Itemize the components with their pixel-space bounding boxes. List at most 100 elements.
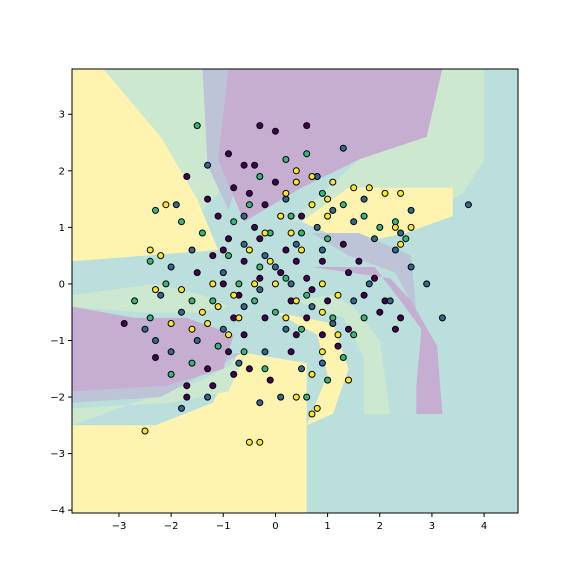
point-class-0 (230, 184, 238, 192)
point-class-0 (204, 365, 212, 373)
point-class-0 (204, 195, 212, 203)
region-class-3-10 (275, 312, 349, 426)
point-class-3 (235, 314, 243, 322)
point-class-0 (251, 161, 259, 169)
point-class-1 (397, 229, 405, 237)
point-class-3 (308, 410, 316, 418)
x-axis: −3 −2 −1 0 1 2 3 4 (112, 513, 487, 532)
point-class-3 (245, 246, 253, 254)
region-class-2-15 (72, 283, 229, 313)
y-tick-label: 0 (59, 279, 65, 290)
point-class-2 (188, 297, 196, 305)
point-class-2 (162, 280, 170, 288)
point-class-0 (308, 286, 316, 294)
point-class-1 (261, 348, 269, 356)
point-class-0 (240, 161, 248, 169)
point-class-0 (318, 257, 326, 265)
point-class-1 (277, 393, 285, 401)
point-class-3 (141, 427, 149, 435)
point-class-3 (308, 370, 316, 378)
x-tick-label: 1 (324, 521, 330, 532)
point-class-2 (225, 252, 232, 260)
point-class-3 (365, 184, 373, 192)
point-class-0 (256, 274, 264, 282)
point-class-0 (120, 320, 128, 327)
point-class-0 (261, 201, 269, 209)
region-class-0-8 (312, 267, 443, 414)
point-class-2 (282, 156, 290, 163)
y-tick-label: −4 (50, 506, 65, 517)
point-class-0 (214, 212, 222, 220)
point-class-1 (391, 246, 399, 254)
point-class-2 (303, 150, 311, 158)
point-class-1 (204, 161, 212, 169)
point-class-1 (386, 297, 394, 305)
y-axis: −4 −3 −2 −1 0 1 2 3 (50, 110, 72, 517)
point-class-1 (308, 303, 316, 311)
x-tick-label: 0 (272, 521, 278, 532)
y-tick-label: 2 (59, 166, 65, 177)
point-class-1 (271, 263, 279, 271)
point-class-2 (214, 342, 222, 350)
point-class-2 (167, 370, 175, 378)
y-tick-label: 3 (59, 110, 65, 121)
point-class-1 (167, 263, 175, 271)
point-class-3 (287, 229, 295, 237)
point-class-0 (271, 127, 279, 135)
point-class-3 (292, 167, 300, 175)
point-class-3 (308, 201, 316, 209)
point-class-0 (334, 342, 342, 350)
point-class-0 (298, 212, 305, 220)
point-class-0 (292, 257, 300, 265)
point-class-0 (391, 325, 399, 333)
point-class-3 (282, 189, 290, 197)
point-class-0 (225, 348, 232, 356)
point-class-3 (318, 280, 326, 288)
point-class-1 (167, 348, 175, 356)
point-class-0 (292, 331, 300, 339)
point-class-2 (198, 229, 206, 237)
point-class-0 (339, 240, 347, 248)
point-class-3 (292, 393, 300, 401)
point-class-3 (209, 280, 217, 288)
point-class-3 (292, 178, 300, 186)
point-class-3 (407, 223, 415, 231)
point-class-3 (178, 286, 185, 294)
point-class-3 (324, 212, 332, 220)
point-class-0 (376, 308, 384, 316)
y-tick-label: −3 (50, 449, 65, 460)
point-class-1 (193, 337, 201, 344)
scatter-points (120, 122, 472, 446)
point-class-2 (360, 314, 368, 322)
point-class-0 (193, 269, 201, 277)
point-class-2 (146, 257, 154, 265)
x-tick-label: −2 (164, 521, 179, 532)
point-class-3 (350, 184, 358, 192)
point-class-1 (240, 212, 248, 220)
point-class-0 (303, 314, 311, 322)
point-class-2 (193, 122, 201, 130)
point-class-2 (298, 325, 305, 333)
point-class-0 (261, 314, 269, 322)
point-class-1 (178, 404, 185, 412)
point-class-0 (360, 291, 368, 299)
point-class-0 (271, 178, 279, 186)
point-class-0 (324, 297, 332, 305)
point-class-2 (350, 331, 358, 339)
point-class-0 (225, 150, 232, 158)
point-class-1 (365, 280, 373, 288)
point-class-1 (157, 291, 165, 299)
point-class-3 (230, 291, 238, 299)
point-class-2 (339, 201, 347, 209)
point-class-0 (282, 246, 290, 254)
point-class-1 (219, 325, 227, 333)
decision-regions (72, 69, 518, 513)
point-class-3 (214, 303, 222, 311)
point-class-1 (318, 246, 326, 254)
point-class-2 (303, 291, 311, 299)
region-class-2-9 (296, 295, 391, 414)
point-class-3 (152, 286, 159, 294)
point-class-1 (407, 263, 415, 271)
point-class-1 (292, 240, 300, 248)
point-class-0 (287, 348, 295, 356)
